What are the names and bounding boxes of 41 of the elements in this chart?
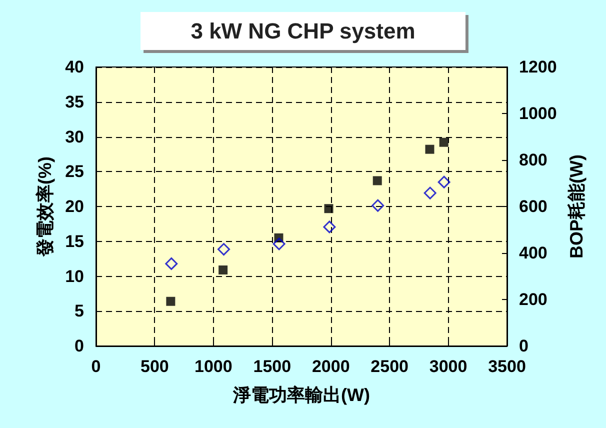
y-tick-label: 35 [65,92,84,112]
x-tick-label: 0 [91,357,101,376]
x-tick-label: 2500 [370,357,408,376]
y2-tick-label: 800 [519,150,548,170]
y-tick-label: 10 [65,266,84,286]
y-tick-label: 40 [65,58,84,76]
y2-tick-label: 0 [519,336,528,356]
y-tick-label: 20 [65,197,84,216]
point [439,138,448,147]
y2-tick-label: 400 [519,244,548,262]
y-tick-label: 15 [65,232,84,251]
y2-tick-label: 1000 [519,104,557,123]
y2-tick-label: 1200 [519,58,557,76]
x-tick-label: 500 [140,357,169,376]
y2-tick-label: 200 [519,290,548,309]
y-tick-label: 25 [65,162,84,182]
y-tick-label: 5 [74,302,84,321]
point [218,243,230,256]
x-tick-label: 3000 [429,357,468,376]
y-tick-label: 30 [65,127,84,146]
point [272,238,286,250]
x-tick-label: 3500 [488,357,526,376]
point [323,220,336,234]
y-axis-title: 發電效率(%) [35,156,55,258]
point [372,176,382,186]
point [218,265,228,274]
y2-tick-label: 600 [519,197,548,216]
chart-title: 3 kW NG CHP system [190,18,416,44]
y2-axis-title: BOP耗能(W) [566,154,587,258]
x-tick-label: 2000 [312,357,350,376]
y-tick-label: 0 [74,336,84,356]
point [166,296,176,306]
point [324,204,334,214]
x-tick-label: 1000 [194,357,232,376]
point [438,176,450,188]
x-axis-title: 淨電功率輸出(W) [232,385,370,405]
point [425,144,434,154]
point [372,199,384,212]
x-tick-label: 1500 [253,357,292,376]
point [165,257,178,270]
point [424,186,436,200]
